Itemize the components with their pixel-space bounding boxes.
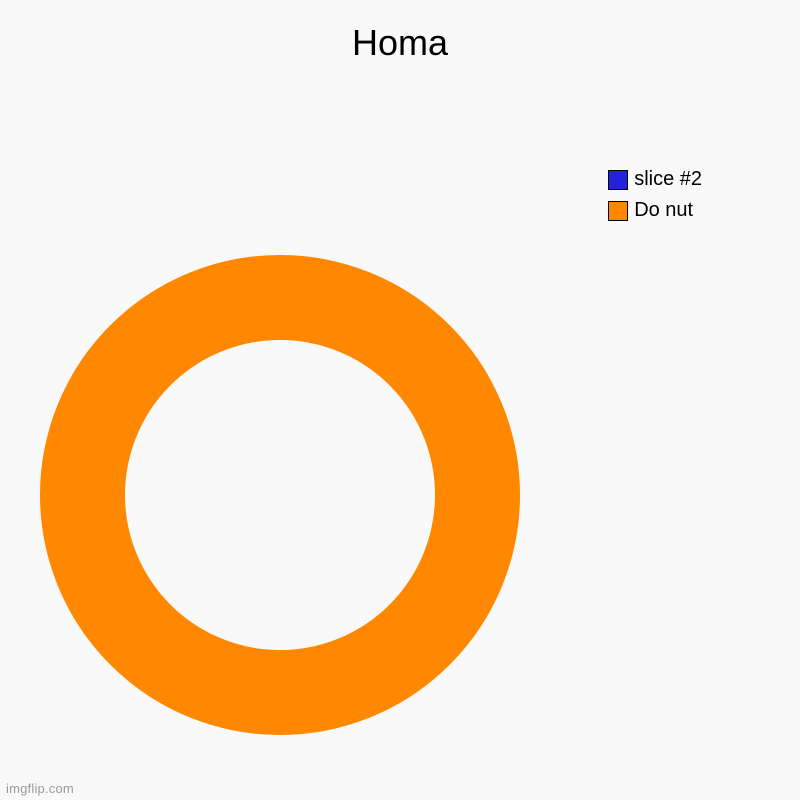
legend-label: Do nut [634, 199, 693, 222]
watermark: imgflip.com [6, 781, 74, 796]
legend-label: slice #2 [634, 168, 702, 191]
chart-title: Homa [0, 0, 800, 64]
legend-swatch [608, 201, 628, 221]
donut-chart [40, 255, 520, 735]
donut-slice [83, 298, 478, 693]
legend-item: Do nut [608, 199, 702, 222]
chart-container: Homa slice #2 Do nut imgflip.com [0, 0, 800, 800]
legend: slice #2 Do nut [608, 168, 702, 222]
legend-item: slice #2 [608, 168, 702, 191]
legend-swatch [608, 170, 628, 190]
